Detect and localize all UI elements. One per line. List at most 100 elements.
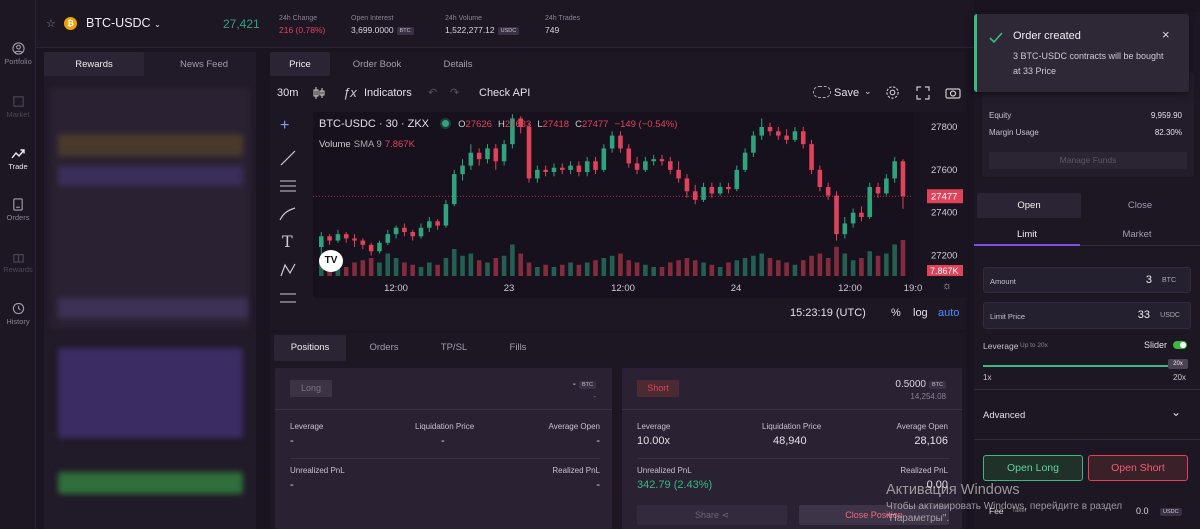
tab-details[interactable]: Details — [443, 59, 473, 70]
tab-limit[interactable]: Limit — [1016, 229, 1038, 240]
x-tick-label: 24 — [731, 283, 742, 294]
tab-tpsl[interactable]: TP/SL — [440, 342, 468, 353]
camera-icon[interactable] — [945, 86, 961, 99]
settings-gear-icon[interactable] — [885, 85, 900, 100]
volume-bar — [360, 260, 366, 276]
y-tick-label: 27800 — [931, 122, 957, 133]
volume-bar — [427, 262, 432, 276]
undo-icon[interactable]: ↶ — [428, 87, 438, 99]
percent-scale-toggle[interactable]: % — [891, 307, 901, 319]
volume-bar — [319, 262, 324, 276]
log-scale-toggle[interactable]: log — [913, 307, 928, 319]
tab-close[interactable]: Close — [1127, 200, 1153, 211]
slider-label: Slider — [1144, 340, 1168, 350]
candle-body — [792, 131, 798, 140]
tab-order-book[interactable]: Order Book — [352, 59, 402, 70]
share-button[interactable]: Share ⋖ — [637, 505, 787, 525]
volume-bar — [800, 260, 806, 276]
chevron-down-icon[interactable]: ⌄ — [864, 86, 872, 96]
redo-icon[interactable]: ↷ — [450, 87, 460, 99]
tab-positions[interactable]: Positions — [290, 342, 330, 353]
candle-body — [834, 195, 839, 235]
nav-trade[interactable]: Trade — [0, 148, 36, 171]
pattern-icon[interactable] — [279, 262, 297, 278]
avg-open-label: Average Open — [896, 422, 948, 431]
nav-portfolio[interactable]: Portfolio — [0, 42, 36, 66]
crosshair-icon[interactable]: + — [280, 117, 290, 134]
price-chart[interactable]: 27800 27600 27400 27200 12:00 23 12:00 24 12:00 1… — [313, 112, 967, 298]
candle-body — [809, 144, 814, 170]
volume-bar — [884, 253, 889, 276]
volume-bar — [726, 262, 731, 276]
nav-history[interactable]: History — [0, 302, 36, 326]
volume-bar — [593, 260, 598, 276]
nav-label: Portfolio — [4, 57, 32, 66]
amount-input[interactable]: Amount 3 BTC — [983, 267, 1191, 293]
manage-funds-button[interactable]: Manage Funds — [989, 152, 1187, 169]
tab-rewards[interactable]: Rewards — [75, 59, 113, 70]
fib-icon[interactable] — [279, 178, 297, 194]
tab-fills[interactable]: Fills — [509, 342, 527, 353]
chart-settings-icon[interactable]: ☼ — [942, 280, 953, 292]
candle-body — [800, 131, 806, 145]
position-size: - BTC — [573, 379, 596, 390]
fullscreen-icon[interactable] — [916, 86, 930, 100]
volume-bar — [468, 253, 474, 276]
candle-body — [676, 169, 681, 179]
limit-price-input[interactable]: Limit Price 33 USDC — [983, 302, 1191, 329]
slider-toggle[interactable] — [1173, 341, 1187, 349]
avg-open-value: 28,106 — [914, 435, 948, 447]
star-icon[interactable]: ☆ — [46, 18, 56, 30]
volume-bar — [842, 253, 848, 276]
tab-orders[interactable]: Orders — [369, 342, 399, 353]
nav-orders[interactable]: Orders — [0, 198, 36, 222]
check-api-button[interactable]: Check API — [479, 87, 531, 99]
tab-news-feed[interactable]: News Feed — [179, 59, 229, 70]
tradingview-logo-icon[interactable]: TV — [319, 250, 343, 272]
leverage-label: Leverage — [637, 422, 671, 431]
candle-body — [767, 127, 773, 132]
symbol-selector[interactable]: BTC-USDC ⌄ — [86, 16, 161, 30]
leverage-slider-track[interactable] — [983, 365, 1188, 367]
volume-bar — [584, 262, 590, 276]
candle-body — [377, 242, 382, 252]
slider-value-badge[interactable]: 20x — [1168, 359, 1188, 369]
margin-value: 82.30% — [1154, 128, 1182, 137]
candle-type-icon[interactable] — [313, 86, 325, 100]
interval-selector[interactable]: 30m — [277, 87, 299, 99]
trendline-icon[interactable] — [280, 150, 296, 166]
advanced-toggle[interactable]: Advanced — [983, 410, 1026, 421]
rpnl-label: Realized PnL — [552, 466, 600, 475]
close-icon[interactable]: × — [1162, 27, 1170, 42]
nav-rewards[interactable]: Rewards — [0, 250, 36, 274]
indicators-button[interactable]: Indicators — [364, 87, 412, 99]
volume-bar — [443, 258, 449, 276]
nav-market[interactable]: Market — [0, 95, 36, 119]
text-tool-icon[interactable]: T — [282, 232, 293, 251]
auto-scale-toggle[interactable]: auto — [938, 307, 960, 319]
open-long-button[interactable]: Open Long — [983, 455, 1083, 481]
candle-body — [684, 178, 690, 192]
open-short-button[interactable]: Open Short — [1088, 455, 1188, 481]
volume-bar — [817, 253, 823, 276]
candle-body — [435, 221, 440, 226]
volume-bar — [368, 258, 374, 276]
candle-body — [734, 169, 740, 190]
tab-open[interactable]: Open — [1017, 200, 1041, 211]
chevron-down-icon[interactable]: ⌄ — [1171, 405, 1182, 419]
brush-icon[interactable] — [279, 206, 297, 222]
tab-price[interactable]: Price — [289, 59, 311, 70]
candle-body — [859, 212, 864, 217]
volume-bar — [834, 246, 839, 276]
y-tick-label: 27400 — [931, 208, 957, 219]
y-tick-label: 27200 — [931, 251, 957, 262]
volume-bar — [692, 260, 698, 276]
save-button[interactable]: Save — [834, 87, 860, 99]
watermark-title: Активация Windows — [886, 482, 1020, 498]
upnl-label: Unrealized PnL — [637, 466, 692, 475]
tab-market[interactable]: Market — [1122, 229, 1152, 240]
candle-body — [709, 187, 715, 194]
close-position-button[interactable]: Close Position — [799, 505, 949, 525]
measure-icon[interactable] — [279, 290, 297, 306]
volume-bar — [626, 260, 632, 276]
